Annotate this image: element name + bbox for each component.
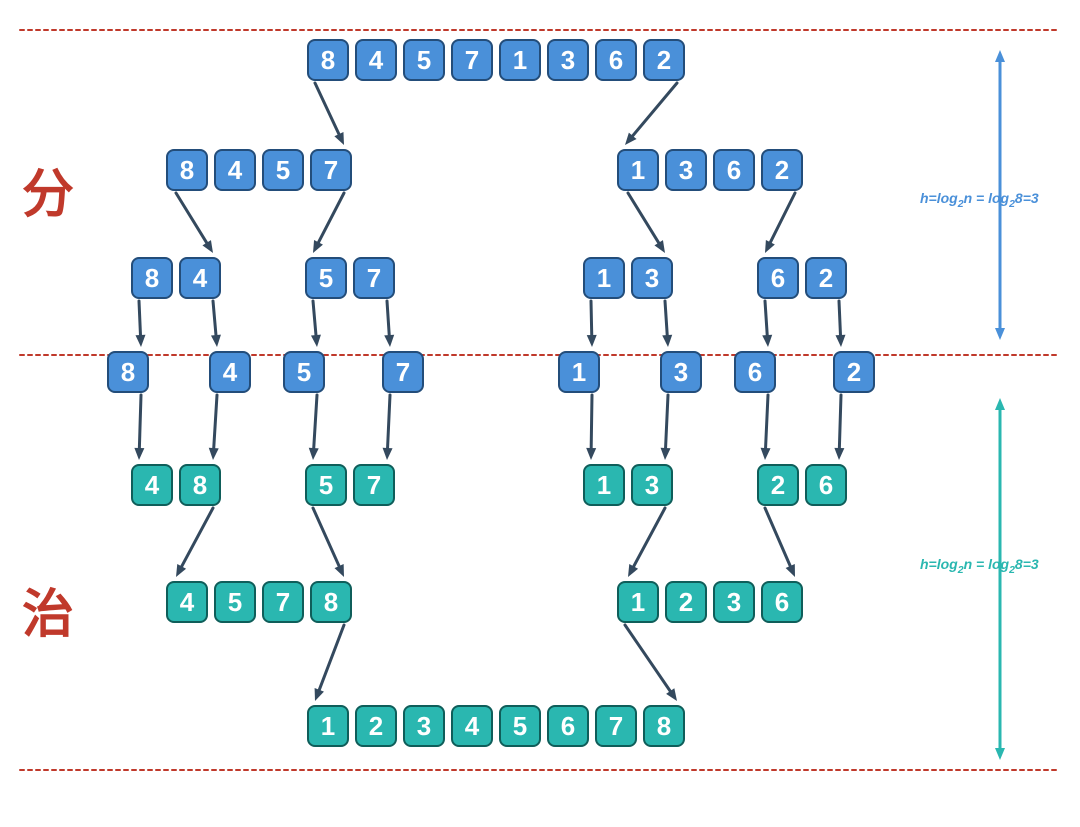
value-box: 2 bbox=[757, 464, 799, 506]
value-box: 6 bbox=[713, 149, 755, 191]
value-box: 8 bbox=[166, 149, 208, 191]
value-box: 6 bbox=[805, 464, 847, 506]
value-box: 3 bbox=[631, 257, 673, 299]
value-box: 1 bbox=[583, 464, 625, 506]
value-box: 6 bbox=[547, 705, 589, 747]
value-box: 4 bbox=[166, 581, 208, 623]
value-box: 6 bbox=[734, 351, 776, 393]
value-box: 7 bbox=[451, 39, 493, 81]
value-box: 4 bbox=[355, 39, 397, 81]
value-box: 2 bbox=[355, 705, 397, 747]
value-box: 2 bbox=[761, 149, 803, 191]
value-box: 3 bbox=[547, 39, 589, 81]
section-label-merge: 治 bbox=[22, 572, 74, 647]
value-box: 1 bbox=[558, 351, 600, 393]
value-box: 7 bbox=[595, 705, 637, 747]
value-box: 5 bbox=[305, 464, 347, 506]
value-box: 5 bbox=[214, 581, 256, 623]
value-box: 7 bbox=[353, 464, 395, 506]
value-box: 2 bbox=[833, 351, 875, 393]
value-box: 6 bbox=[761, 581, 803, 623]
value-box: 1 bbox=[307, 705, 349, 747]
value-box: 7 bbox=[353, 257, 395, 299]
value-box: 3 bbox=[660, 351, 702, 393]
value-box: 5 bbox=[283, 351, 325, 393]
height-formula-merge: h=log2n = log28=3 bbox=[920, 556, 1039, 576]
value-box: 8 bbox=[179, 464, 221, 506]
value-box: 4 bbox=[209, 351, 251, 393]
value-box: 2 bbox=[665, 581, 707, 623]
value-box: 3 bbox=[713, 581, 755, 623]
value-box: 4 bbox=[451, 705, 493, 747]
value-box: 5 bbox=[499, 705, 541, 747]
value-box: 5 bbox=[403, 39, 445, 81]
section-label-divide: 分 bbox=[22, 152, 74, 227]
value-box: 7 bbox=[310, 149, 352, 191]
value-box: 8 bbox=[131, 257, 173, 299]
value-box: 1 bbox=[583, 257, 625, 299]
value-box: 1 bbox=[617, 149, 659, 191]
value-box: 3 bbox=[631, 464, 673, 506]
value-box: 4 bbox=[179, 257, 221, 299]
value-box: 8 bbox=[643, 705, 685, 747]
diagram-arrows-layer bbox=[0, 0, 1080, 827]
value-box: 5 bbox=[305, 257, 347, 299]
value-box: 7 bbox=[262, 581, 304, 623]
value-box: 4 bbox=[214, 149, 256, 191]
value-box: 4 bbox=[131, 464, 173, 506]
value-box: 3 bbox=[665, 149, 707, 191]
value-box: 1 bbox=[617, 581, 659, 623]
value-box: 2 bbox=[643, 39, 685, 81]
value-box: 8 bbox=[310, 581, 352, 623]
value-box: 2 bbox=[805, 257, 847, 299]
height-formula-divide: h=log2n = log28=3 bbox=[920, 190, 1039, 210]
value-box: 7 bbox=[382, 351, 424, 393]
value-box: 6 bbox=[757, 257, 799, 299]
value-box: 8 bbox=[307, 39, 349, 81]
value-box: 5 bbox=[262, 149, 304, 191]
value-box: 6 bbox=[595, 39, 637, 81]
diagram-background-layer bbox=[0, 0, 1080, 827]
value-box: 1 bbox=[499, 39, 541, 81]
value-box: 8 bbox=[107, 351, 149, 393]
value-box: 3 bbox=[403, 705, 445, 747]
